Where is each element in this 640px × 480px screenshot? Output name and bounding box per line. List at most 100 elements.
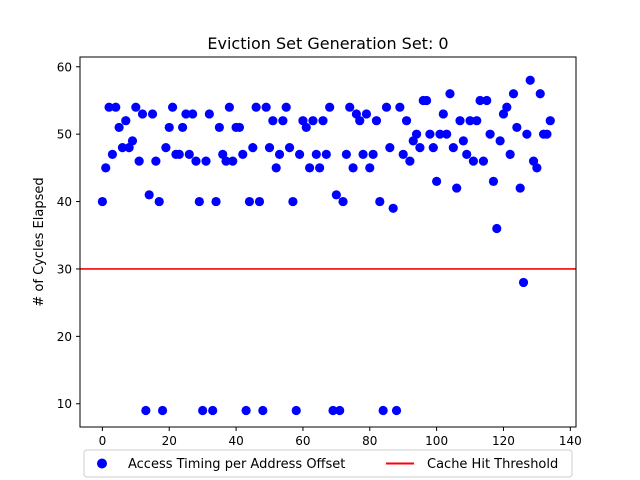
x-tick-label: 80 (362, 434, 377, 448)
data-point (452, 183, 462, 193)
data-point (415, 143, 425, 153)
data-point (281, 102, 291, 112)
data-point (508, 89, 519, 99)
legend: Access Timing per Address Offset Cache H… (83, 449, 573, 478)
data-point (188, 109, 198, 119)
legend-label-points: Access Timing per Address Offset (128, 457, 345, 472)
data-point (375, 196, 385, 207)
x-tick-label: 140 (559, 434, 582, 448)
data-point (234, 122, 245, 133)
data-point (405, 156, 415, 166)
data-point (391, 405, 402, 416)
data-point (488, 176, 499, 186)
data-point (315, 163, 325, 173)
data-point (435, 129, 445, 139)
data-point (358, 149, 368, 159)
data-point (174, 149, 184, 159)
data-point (97, 196, 107, 207)
data-point (495, 136, 505, 146)
x-tick-label: 0 (99, 434, 107, 448)
legend-label-threshold: Cache Hit Threshold (427, 457, 558, 472)
chart-title: Eviction Set Generation Set: 0 (207, 34, 448, 53)
data-point (335, 405, 345, 416)
data-point (107, 149, 118, 159)
plot-frame (79, 56, 577, 428)
data-point (338, 196, 348, 207)
data-point (502, 102, 512, 112)
y-tick-label: 10 (57, 397, 72, 411)
y-axis: 10 20 30 40 50 60 (57, 60, 80, 411)
data-point (104, 102, 114, 112)
data-point (485, 129, 495, 139)
data-point (151, 156, 161, 166)
data-point (401, 116, 412, 126)
data-point (462, 149, 472, 159)
data-point (204, 109, 214, 119)
data-point (522, 129, 532, 139)
legend-box (83, 449, 573, 478)
data-point (482, 95, 492, 106)
data-point (472, 116, 482, 126)
data-point (154, 196, 164, 207)
data-point (264, 143, 275, 153)
x-tick-label: 120 (492, 434, 515, 448)
data-point (532, 163, 542, 173)
data-point (355, 116, 365, 126)
data-point (368, 149, 378, 159)
data-point (525, 75, 535, 85)
data-point (411, 129, 422, 139)
data-point (274, 149, 285, 159)
data-point (268, 116, 278, 126)
data-point (117, 143, 128, 153)
data-point (288, 196, 298, 207)
data-point (134, 156, 144, 166)
data-point (224, 102, 235, 112)
x-tick-label: 60 (295, 434, 310, 448)
data-point (398, 149, 408, 159)
legend-marker-points (97, 458, 107, 469)
data-point (228, 156, 238, 166)
data-point (261, 102, 271, 112)
data-point (535, 89, 545, 99)
data-point (458, 136, 468, 146)
data-point (181, 109, 191, 119)
data-point (381, 102, 392, 112)
data-point (465, 116, 475, 126)
data-point (378, 405, 388, 416)
data-point (432, 176, 442, 186)
data-point (545, 116, 555, 126)
data-point (244, 196, 255, 207)
data-point (475, 95, 485, 106)
data-point (284, 143, 295, 153)
data-point (258, 405, 268, 416)
y-tick-label: 30 (57, 262, 72, 276)
data-point (147, 109, 158, 119)
data-point (254, 196, 265, 207)
data-point (518, 277, 529, 288)
data-point (311, 149, 321, 159)
data-point (445, 89, 455, 99)
data-point (345, 102, 355, 112)
x-axis: 0 20 40 60 80 100 120 140 (99, 427, 582, 448)
y-tick-label: 60 (57, 60, 72, 74)
data-point (421, 95, 432, 106)
data-point (164, 122, 174, 133)
data-point (371, 116, 382, 126)
data-point (428, 143, 438, 153)
data-point (157, 405, 168, 416)
data-point (198, 405, 208, 416)
x-tick-label: 20 (162, 434, 177, 448)
y-axis-label: # of Cycles Elapsed (32, 177, 47, 306)
data-point (395, 102, 405, 112)
data-point (144, 190, 154, 200)
data-point (184, 149, 194, 159)
y-tick-label: 20 (57, 330, 72, 344)
data-point (542, 129, 552, 139)
data-point (278, 116, 288, 126)
data-point (305, 163, 315, 173)
data-point (512, 122, 522, 133)
data-point (478, 156, 489, 166)
x-tick-label: 100 (425, 434, 448, 448)
